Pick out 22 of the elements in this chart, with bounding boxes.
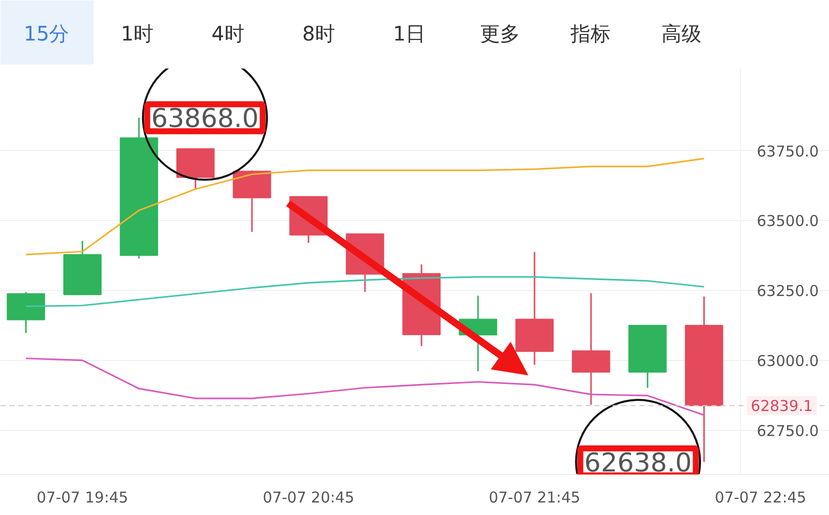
x-tick-label: 07-07 21:45 (488, 488, 580, 506)
text: 1时 (120, 22, 154, 46)
annotation: 62638.0 (584, 448, 692, 478)
y-tick-label: 63250.0 (756, 282, 819, 300)
line-series (25, 158, 705, 256)
text: 8时 (302, 22, 335, 46)
y-tick-label: 63750.0 (756, 142, 819, 160)
x-tick-label: 07-07 20:45 (262, 488, 354, 506)
y-tick-label: 62750.0 (756, 422, 819, 440)
x-tick-label: 07-07 19:45 (36, 488, 128, 506)
text: 更多 (480, 22, 520, 46)
x-tick-label: 07-07 22:45 (714, 488, 806, 506)
y-tick-label: 63500.0 (756, 212, 819, 230)
annotation: 63868.0 (151, 104, 259, 134)
text: 1日 (392, 22, 426, 46)
y-tick-label: 63000.0 (756, 352, 819, 370)
ref-line-label: 62839.1 (750, 397, 813, 416)
text: 指标 (570, 22, 611, 46)
text: 15分 (24, 22, 70, 46)
text: 高级 (661, 22, 702, 46)
line-series (25, 358, 705, 416)
text: 4时 (212, 22, 244, 46)
